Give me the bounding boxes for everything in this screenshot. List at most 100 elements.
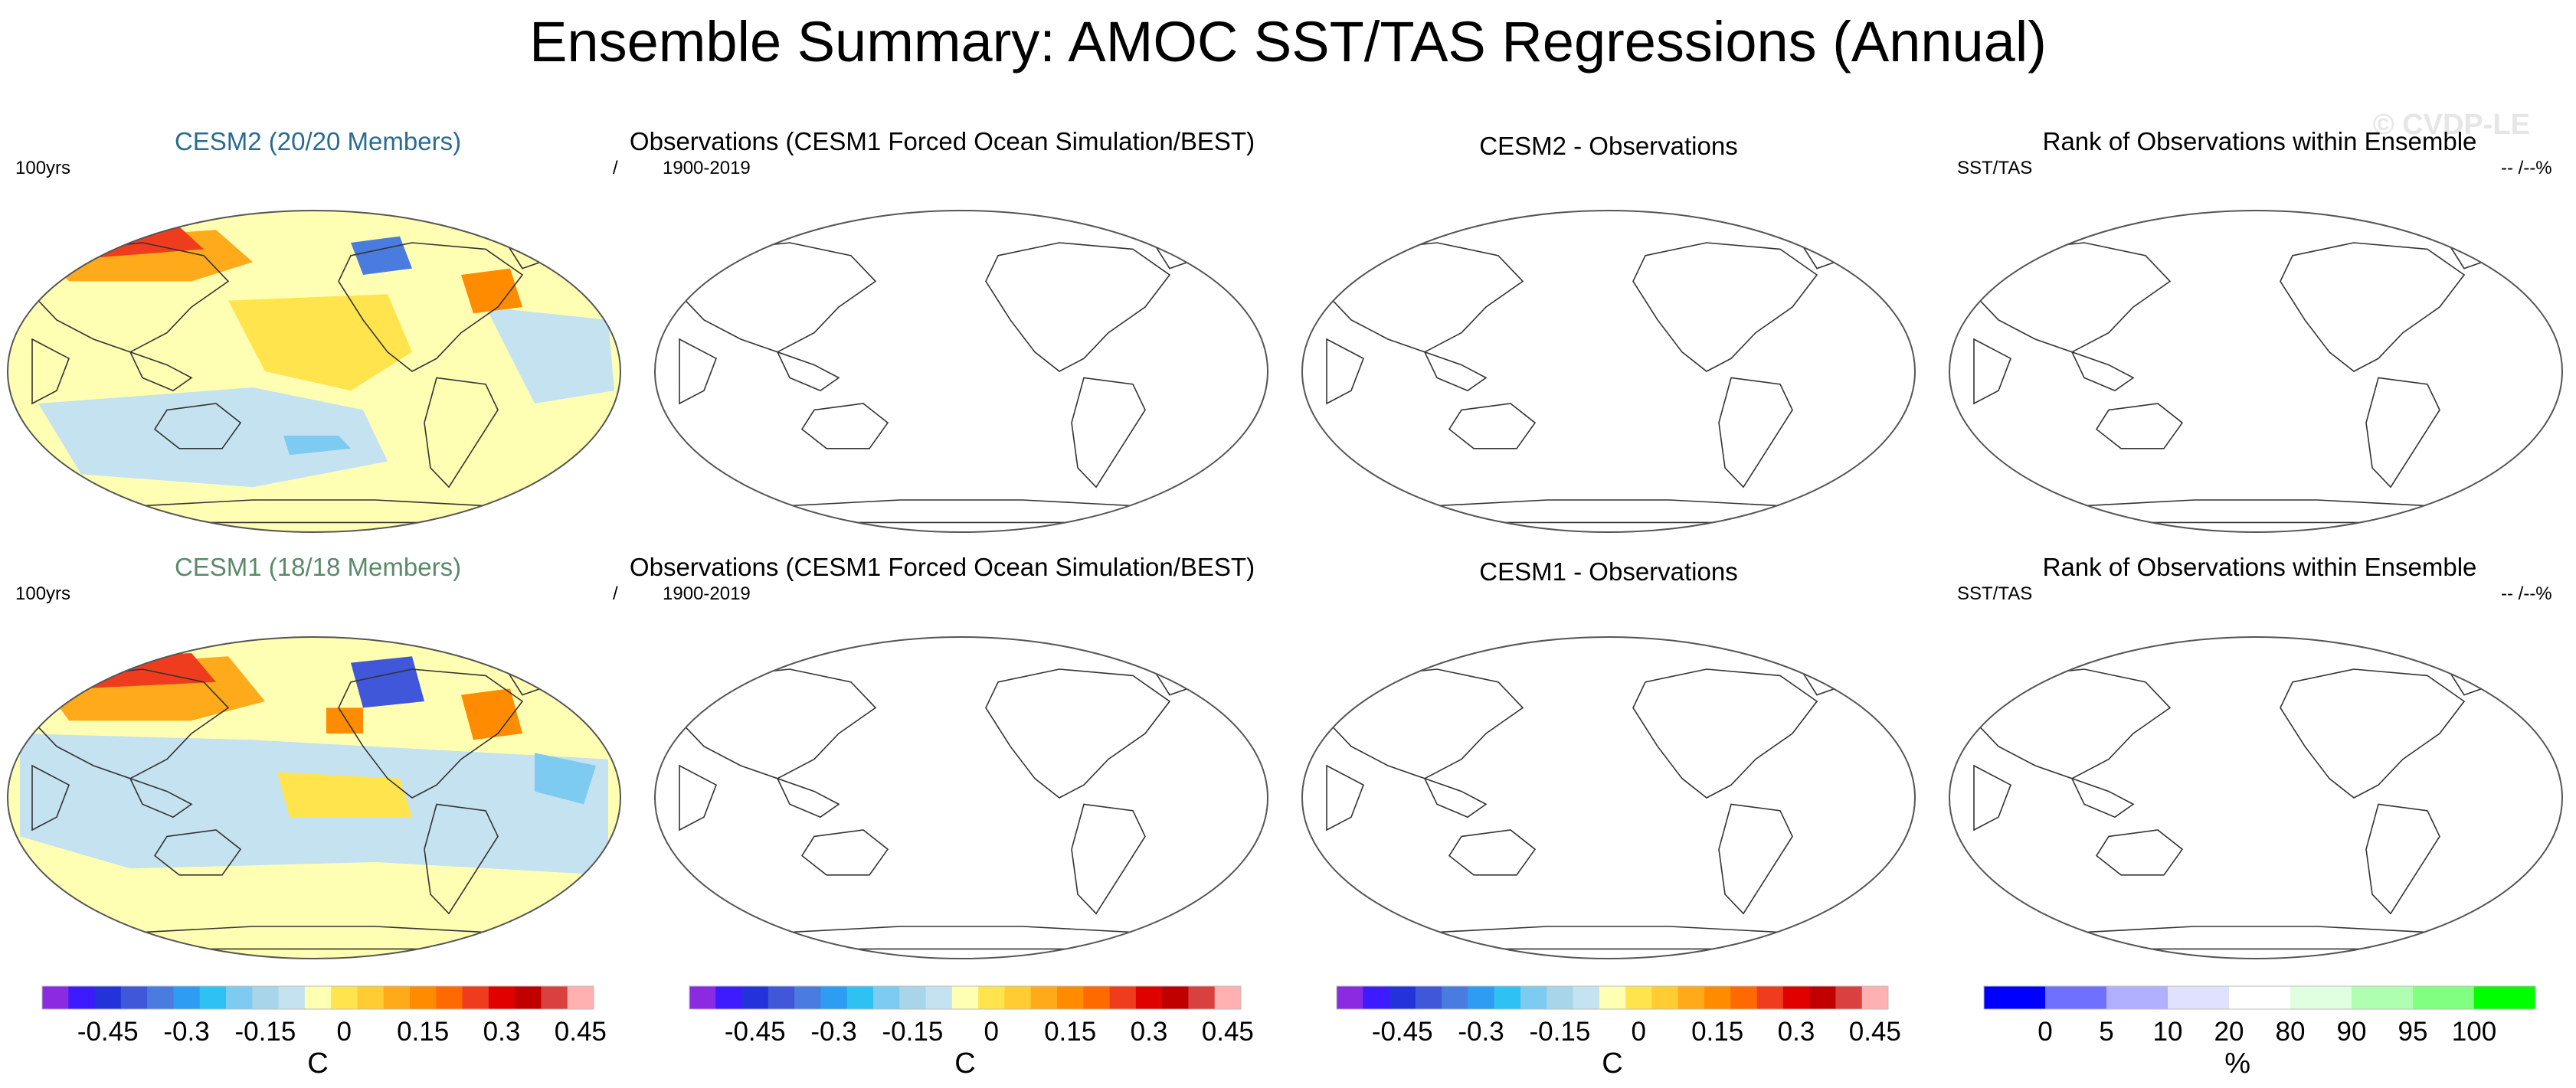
colorbar-swatch: [1599, 986, 1626, 1009]
field-contour: [461, 688, 522, 740]
field-contour: [38, 387, 388, 488]
coastline-africaIndia: [1326, 338, 1365, 405]
panel-title: CESM2 (20/20 Members): [174, 127, 462, 155]
colorbar-swatch: [147, 986, 174, 1009]
colorbar-swatch: [1625, 986, 1652, 1009]
colorbar-tick-label: -0.15: [1529, 1017, 1591, 1047]
colorbar-tick-label: 0.45: [1201, 1017, 1254, 1047]
map-panel-r2-c2: [679, 655, 1208, 950]
colorbar-swatch: [2290, 986, 2352, 1009]
colorbar-swatch: [1704, 986, 1731, 1009]
colorbar-swatch: [1651, 986, 1679, 1009]
colorbar-swatch: [1573, 986, 1600, 1009]
colorbar-swatch: [715, 986, 743, 1009]
coastline-australia: [1448, 403, 1537, 449]
colorbar-swatch: [2413, 986, 2475, 1009]
colorbar-swatch: [1162, 986, 1189, 1009]
coastline-seAsia: [2070, 351, 2135, 392]
panel-title: CESM1 (18/18 Members): [174, 553, 462, 581]
colorbar-swatch: [925, 986, 953, 1009]
coastline-seAsia: [776, 777, 840, 818]
colorbar-swatch: [94, 986, 122, 1009]
coastline-greenland: [1144, 229, 1208, 270]
coastline-australia: [2095, 403, 2184, 449]
colorbar-swatch: [873, 986, 900, 1009]
colorbar-unit-label: C: [954, 1047, 976, 1080]
colorbar-tick-label: -0.15: [234, 1017, 296, 1047]
panel-left-label: 100yrs: [15, 158, 71, 178]
coastline-southAmerica: [1718, 377, 1793, 488]
coastline-eurasia: [1326, 242, 1524, 353]
colorbar-swatch: [2168, 986, 2230, 1009]
colorbar-tick-label: 0.3: [1777, 1017, 1815, 1047]
panel-title: Rank of Observations within Ensemble: [2042, 127, 2477, 155]
panel-right-label: -- /--%: [2501, 583, 2552, 604]
map-border: [1949, 636, 2563, 959]
field-contour: [57, 227, 118, 250]
colorbar-tick-label: 95: [2398, 1017, 2428, 1047]
colorbar-swatch: [689, 986, 716, 1009]
colorbar-tick-label: 10: [2152, 1017, 2183, 1047]
map-border: [654, 210, 1268, 533]
colorbar-swatch: [978, 986, 1005, 1009]
colorbar-tick-label: 0.15: [1691, 1017, 1744, 1047]
coastline-australia: [2095, 829, 2184, 876]
colorbar-swatch: [899, 986, 927, 1009]
panel-left-label: SST/TAS: [1957, 158, 2033, 178]
colorbar-tick-label: 0.3: [1130, 1017, 1168, 1047]
colorbar-swatch: [768, 986, 795, 1009]
map-panel-r2-c4: [1973, 655, 2502, 950]
field-contour: [486, 307, 614, 404]
map-border: [7, 636, 621, 959]
coastline-australia: [153, 403, 242, 449]
colorbar-swatch: [2474, 986, 2536, 1009]
field-contour: [283, 436, 351, 456]
coastline-southAmerica: [1071, 377, 1146, 488]
coastline-northAmerica: [338, 668, 524, 799]
coastline-greenland: [1791, 655, 1855, 696]
coastline-antarctica: [1424, 499, 1793, 524]
colorbar-frame: [689, 985, 1242, 1010]
colorbar-swatch: [1782, 986, 1810, 1009]
colorbar-swatch: [1214, 986, 1242, 1009]
colorbar-swatch: [1520, 986, 1547, 1009]
colorbar-swatch: [1861, 986, 1889, 1009]
panel-left-label: SST/TAS: [1957, 583, 2033, 604]
field-contour: [535, 753, 596, 805]
coastline-australia: [800, 829, 889, 876]
coastline-seAsia: [129, 777, 193, 818]
colorbar-tick-label: 0.15: [1044, 1017, 1097, 1047]
colorbar-unit-label: C: [307, 1047, 329, 1080]
colorbar-tick-label: -0.45: [1371, 1017, 1433, 1047]
field-contour: [57, 653, 130, 676]
colorbar-tick-label: 90: [2336, 1017, 2367, 1047]
panel-title: Observations (CESM1 Forced Ocean Simulat…: [629, 553, 1255, 581]
colorbar-swatch: [2229, 986, 2291, 1009]
coastline-antarctica: [2071, 499, 2440, 524]
colorbar-swatch: [846, 986, 874, 1009]
colorbar-frame: [1983, 985, 2536, 1010]
colorbar-unit-label: %: [2224, 1047, 2251, 1080]
colorbar-swatch: [199, 986, 227, 1009]
colorbar-swatch: [120, 986, 148, 1009]
colorbar-unit-label: C: [1602, 1047, 1623, 1080]
map-panel-r1-c3: [1326, 229, 1855, 524]
coastline-northAmerica: [1632, 242, 1818, 372]
map-border: [1301, 210, 1916, 533]
colorbar-swatch: [820, 986, 848, 1009]
coastline-northAmerica: [2280, 668, 2466, 799]
coastline-australia: [153, 829, 242, 876]
colorbar-tick-label: -0.3: [163, 1017, 210, 1047]
colorbar-swatch: [951, 986, 979, 1009]
coastline-southAmerica: [2365, 377, 2440, 488]
colorbar-swatch: [1835, 986, 1863, 1009]
map-border: [1949, 210, 2563, 533]
map-border: [1301, 636, 1916, 959]
colorbar-swatch: [436, 986, 463, 1009]
colorbar-swatch: [173, 986, 201, 1009]
colorbar-swatch: [1030, 986, 1058, 1009]
colorbar-tick-label: 5: [2099, 1017, 2114, 1047]
coastline-southAmerica: [424, 377, 499, 488]
colorbar-swatch: [1135, 986, 1163, 1009]
